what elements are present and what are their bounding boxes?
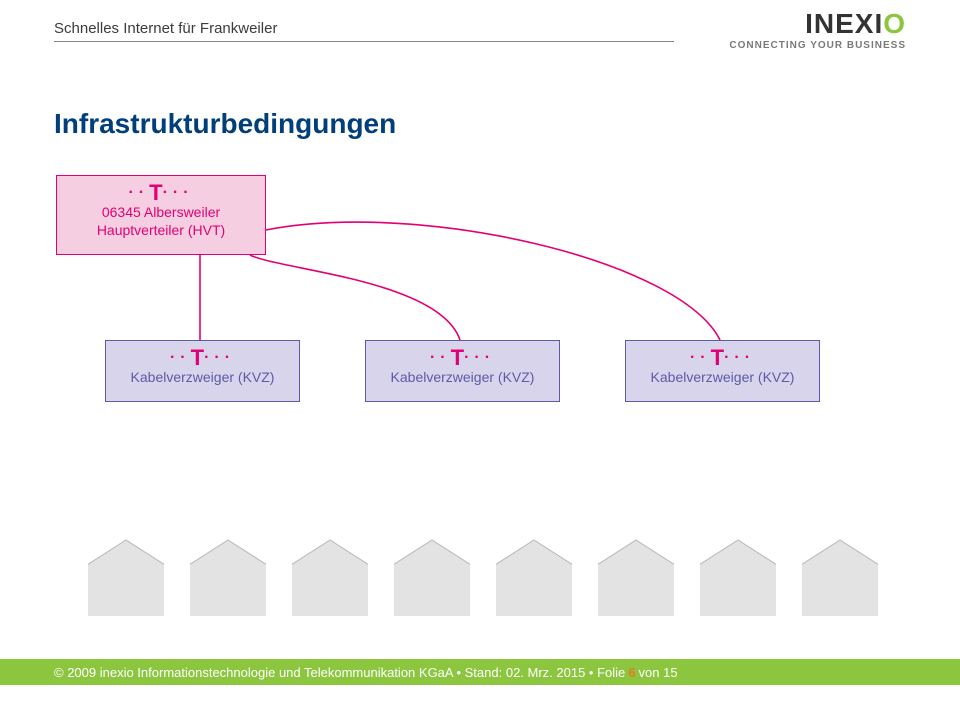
telekom-t-icon: ··T··· xyxy=(634,347,811,369)
slide: Schnelles Internet für Frankweiler INEXI… xyxy=(0,0,960,721)
brand-logo: INEXIO CONNECTING YOUR BUSINESS xyxy=(729,8,906,51)
slide-title: Infrastrukturbedingungen xyxy=(54,108,396,140)
kvz-label: Kabelverzweiger (KVZ) xyxy=(634,369,811,387)
kvz-node: ··T··· Kabelverzweiger (KVZ) xyxy=(625,340,820,402)
logo-letter-i: I xyxy=(805,8,814,39)
logo-letter-o: O xyxy=(883,8,906,39)
kvz-node: ··T··· Kabelverzweiger (KVZ) xyxy=(105,340,300,402)
header-rule xyxy=(54,41,674,42)
footer-copyright: © 2009 inexio Informationstechnologie un… xyxy=(54,665,625,680)
hvt-node: ··T··· 06345 Albersweiler Hauptverteiler… xyxy=(56,175,266,255)
footer-bar: © 2009 inexio Informationstechnologie un… xyxy=(0,659,960,685)
kvz-label: Kabelverzweiger (KVZ) xyxy=(114,369,291,387)
footer-suffix: von 15 xyxy=(639,665,678,680)
telekom-t-icon: ··T··· xyxy=(374,347,551,369)
footer-page-number: 6 xyxy=(625,665,638,680)
kvz-node: ··T··· Kabelverzweiger (KVZ) xyxy=(365,340,560,402)
hvt-line1: 06345 Albersweiler xyxy=(65,204,257,222)
telekom-t-icon: ··T··· xyxy=(65,182,257,204)
telekom-t-icon: ··T··· xyxy=(114,347,291,369)
logo-letter-i2: I xyxy=(874,8,883,39)
logo-letters-nex: NEX xyxy=(814,8,875,39)
kvz-label: Kabelverzweiger (KVZ) xyxy=(374,369,551,387)
brand-logo-text: INEXIO xyxy=(729,8,906,40)
brand-tagline: CONNECTING YOUR BUSINESS xyxy=(729,40,906,51)
hvt-line2: Hauptverteiler (HVT) xyxy=(65,222,257,240)
